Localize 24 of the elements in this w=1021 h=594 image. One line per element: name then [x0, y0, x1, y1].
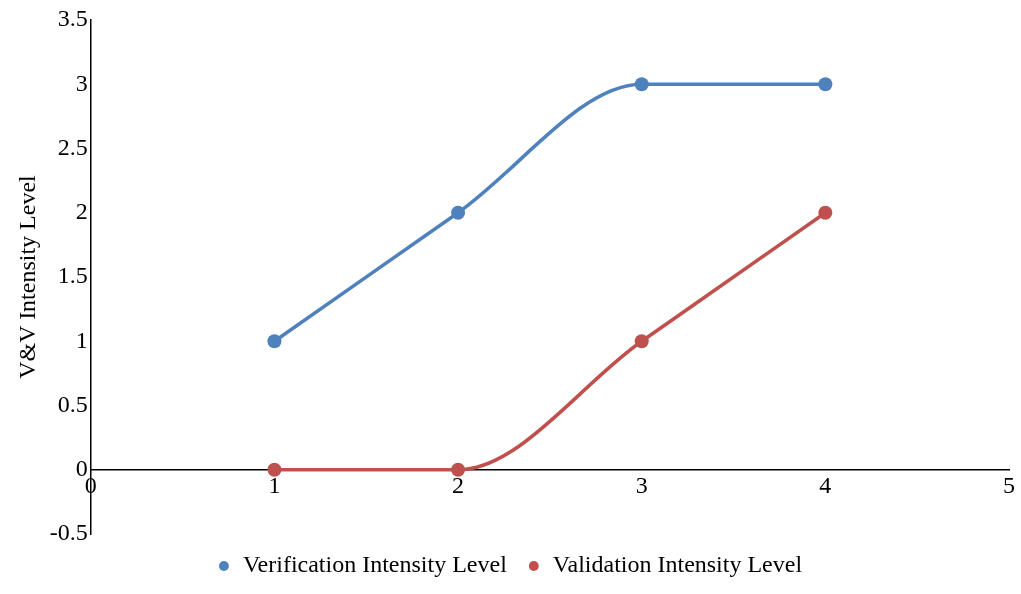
y-tick-label: 0.5	[57, 390, 88, 417]
point	[634, 334, 649, 349]
y-axis-title: V&V Intensity Level	[13, 174, 40, 379]
y-tick-label: 1	[75, 326, 88, 353]
y-tick-label: 3.5	[57, 5, 88, 32]
point	[818, 77, 833, 92]
y-tick-label: 2	[75, 198, 88, 225]
x-tick-label: 4	[819, 472, 832, 499]
x-tick-label: 1	[268, 472, 281, 499]
x-tick-label: 2	[452, 472, 465, 499]
x-tick-label: 5	[1003, 472, 1015, 499]
y-tick-label: 1.5	[57, 262, 88, 289]
point	[451, 462, 466, 477]
y-tick-label: 2.5	[57, 133, 88, 160]
point	[818, 205, 833, 220]
point	[267, 462, 282, 477]
point	[634, 77, 649, 92]
x-tick-label: 3	[635, 472, 648, 499]
y-tick-label: -0.5	[49, 519, 88, 546]
point	[267, 334, 282, 349]
point	[451, 205, 466, 220]
legend-label: Verification Intensity Level	[242, 551, 508, 578]
legend-label: Validation Intensity Level	[552, 551, 803, 578]
y-tick-label: 3	[75, 69, 88, 96]
